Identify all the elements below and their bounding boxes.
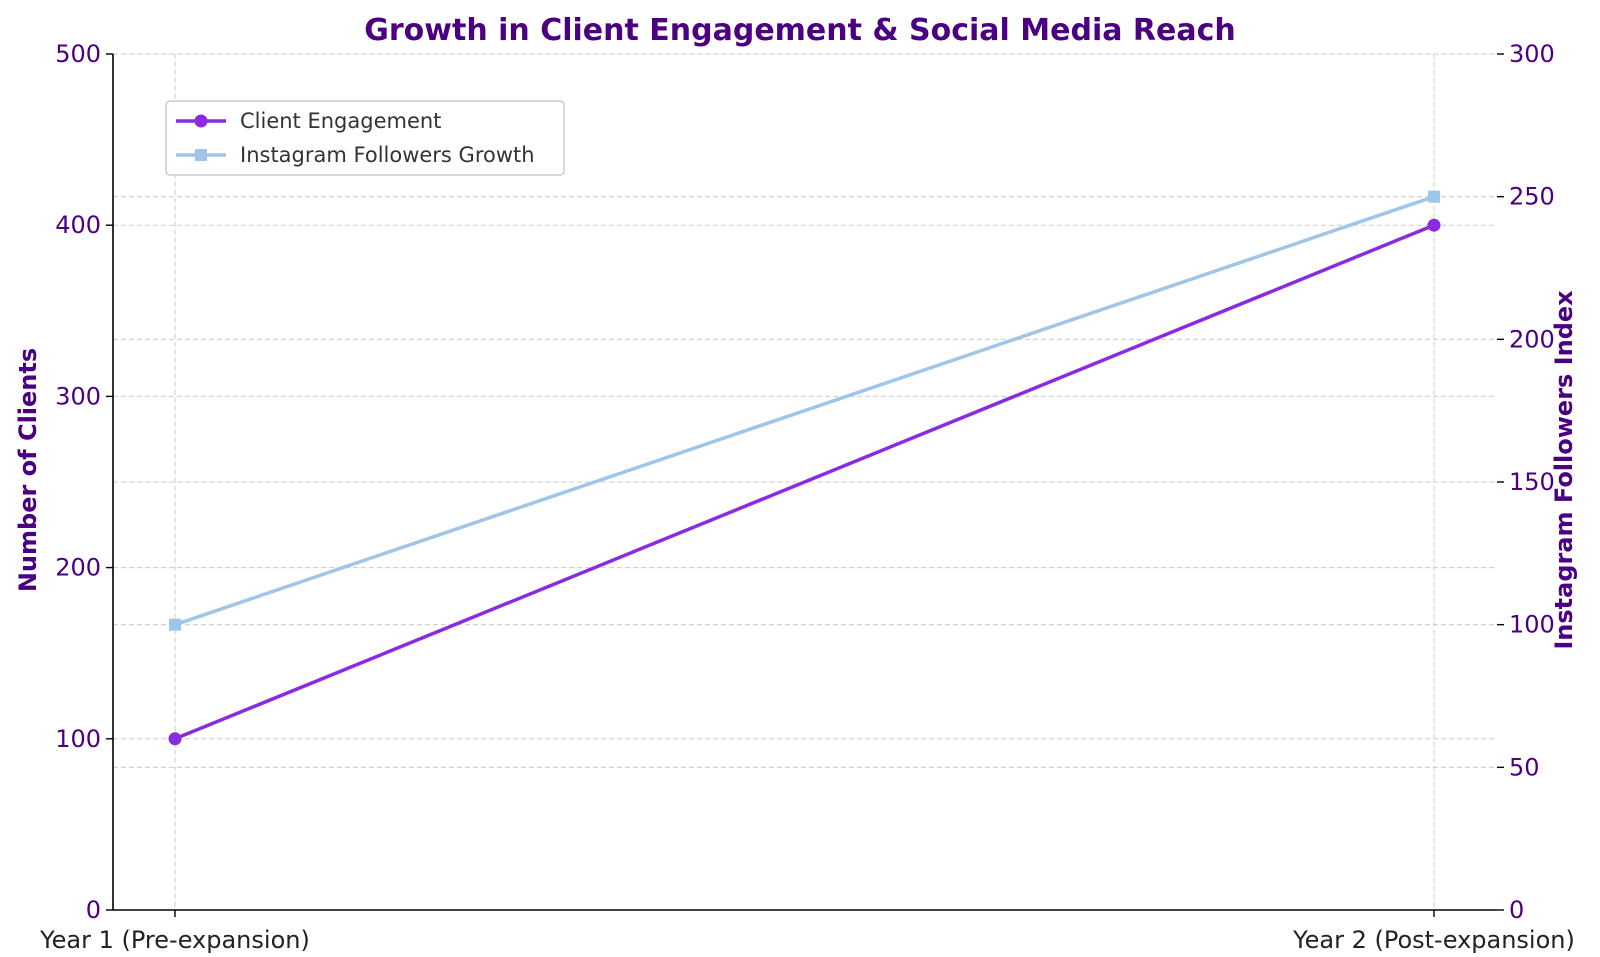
series-marker-1: [169, 618, 181, 631]
series-marker-0: [168, 732, 182, 746]
legend-label-0: Client Engagement: [240, 109, 441, 133]
y-left-tick-label: 400: [55, 211, 101, 239]
legend-box: [165, 100, 565, 176]
y-right-tick-label: 150: [1509, 468, 1555, 496]
x-tick-label: Year 1 (Pre-expansion): [39, 926, 310, 954]
y-left-tick-label: 500: [55, 40, 101, 68]
y-right-tick-label: 0: [1509, 896, 1524, 924]
legend-label-1: Instagram Followers Growth: [240, 143, 535, 167]
y-right-tick-label: 100: [1509, 611, 1555, 639]
y-left-tick-label: 200: [55, 554, 101, 582]
y-right-tick-label: 200: [1509, 325, 1555, 353]
y-right-tick-label: 300: [1509, 40, 1555, 68]
y-right-axis-label: Instagram Followers Index: [1550, 290, 1578, 650]
x-tick-label: Year 2 (Post-expansion): [1292, 926, 1575, 954]
chart-title: Growth in Client Engagement & Social Med…: [364, 13, 1236, 48]
legend: Client Engagement Instagram Followers Gro…: [165, 100, 565, 176]
series-line-1: [173, 194, 1436, 627]
y-left-tick-label: 100: [55, 725, 101, 753]
y-left-tick-label: 0: [86, 896, 101, 924]
y-left-axis-label: Number of Clients: [14, 348, 42, 592]
series-line-0: [173, 223, 1436, 741]
series-layer: [168, 190, 1441, 746]
series-marker-0: [1427, 218, 1441, 232]
series-marker-1: [1428, 190, 1440, 203]
y-right-tick-label: 250: [1509, 183, 1555, 211]
legend-marker-1: [195, 149, 207, 161]
y-left-tick-label: 300: [55, 382, 101, 410]
axes-layer: 0 100 200 300 400 500 0 50 100 150 200 250 300 Year 1…: [39, 40, 1575, 954]
y-right-tick-label: 50: [1509, 753, 1540, 781]
legend-marker-0: [194, 114, 208, 128]
